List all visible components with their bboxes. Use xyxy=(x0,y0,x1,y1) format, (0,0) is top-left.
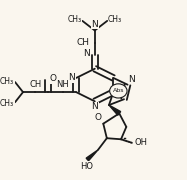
Text: N: N xyxy=(128,75,135,84)
Text: O: O xyxy=(95,113,102,122)
Text: O: O xyxy=(50,74,57,83)
Polygon shape xyxy=(86,150,98,161)
Text: CH₃: CH₃ xyxy=(67,15,82,24)
Text: CH₃: CH₃ xyxy=(108,15,122,24)
Text: CH₃: CH₃ xyxy=(0,99,14,108)
Text: N: N xyxy=(91,102,98,111)
Text: HO: HO xyxy=(80,162,93,171)
Text: N: N xyxy=(84,49,90,58)
Text: N: N xyxy=(69,73,75,82)
Text: CH₃: CH₃ xyxy=(0,77,14,86)
Ellipse shape xyxy=(110,84,127,98)
Text: N: N xyxy=(91,20,98,29)
Text: NH: NH xyxy=(56,80,69,89)
Text: CH: CH xyxy=(29,80,42,89)
Text: Abs: Abs xyxy=(113,88,124,93)
Text: CH: CH xyxy=(76,38,89,47)
Text: OH: OH xyxy=(134,138,147,147)
Polygon shape xyxy=(109,105,121,115)
